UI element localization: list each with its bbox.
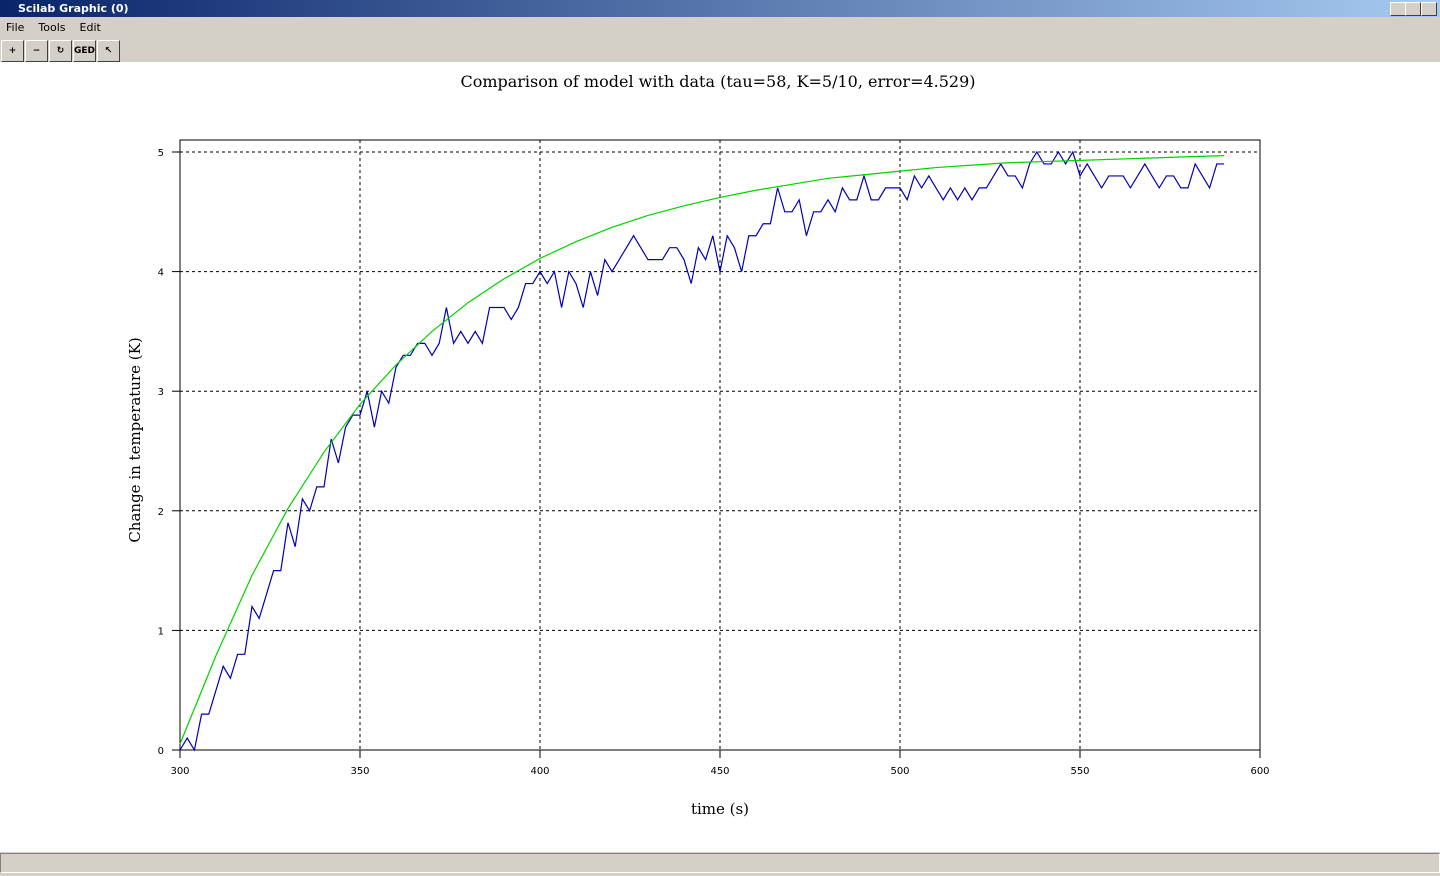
zoom-in-button[interactable]: + [1, 40, 24, 62]
y-tick-label: 0 [158, 746, 164, 757]
title-bar: Scilab Graphic (0) [0, 0, 1440, 17]
x-tick-label: 450 [710, 766, 729, 777]
close-button[interactable] [1421, 2, 1437, 16]
x-tick-label: 400 [530, 766, 549, 777]
x-tick-label: 550 [1070, 766, 1089, 777]
menu-item[interactable]: Tools [38, 21, 66, 34]
menu-item[interactable]: Edit [79, 21, 101, 34]
data-line [179, 154, 1225, 745]
minimize-button[interactable] [1390, 2, 1406, 16]
data-line [179, 150, 1224, 752]
menu-bar: File Tools Edit [0, 18, 109, 38]
pointer-button[interactable]: ↖ [97, 40, 120, 62]
rotate-button[interactable]: ↻ [49, 40, 72, 62]
x-tick-label: 500 [890, 766, 909, 777]
window-title: Scilab Graphic (0) [18, 2, 129, 15]
x-axis-label: time (s) [691, 800, 749, 818]
chart-title: Comparison of model with data (tau=58, K… [460, 72, 975, 91]
y-tick-label: 4 [158, 268, 164, 279]
ged-button[interactable]: GED [73, 40, 96, 62]
menu-item[interactable]: File [6, 21, 25, 34]
x-tick-label: 600 [1250, 766, 1269, 777]
y-tick-label: 1 [158, 626, 164, 637]
y-axis-label: Change in temperature (K) [126, 337, 144, 542]
x-tick-label: 300 [170, 766, 189, 777]
chart: Comparison of model with data (tau=58, K… [0, 62, 1440, 852]
restore-button[interactable] [1405, 2, 1421, 16]
y-tick-label: 3 [158, 387, 164, 398]
status-bar [0, 853, 1440, 873]
y-tick-label: 2 [158, 507, 164, 518]
x-tick-label: 350 [350, 766, 369, 777]
y-tick-label: 5 [158, 148, 164, 159]
zoom-out-button[interactable]: − [25, 40, 48, 62]
